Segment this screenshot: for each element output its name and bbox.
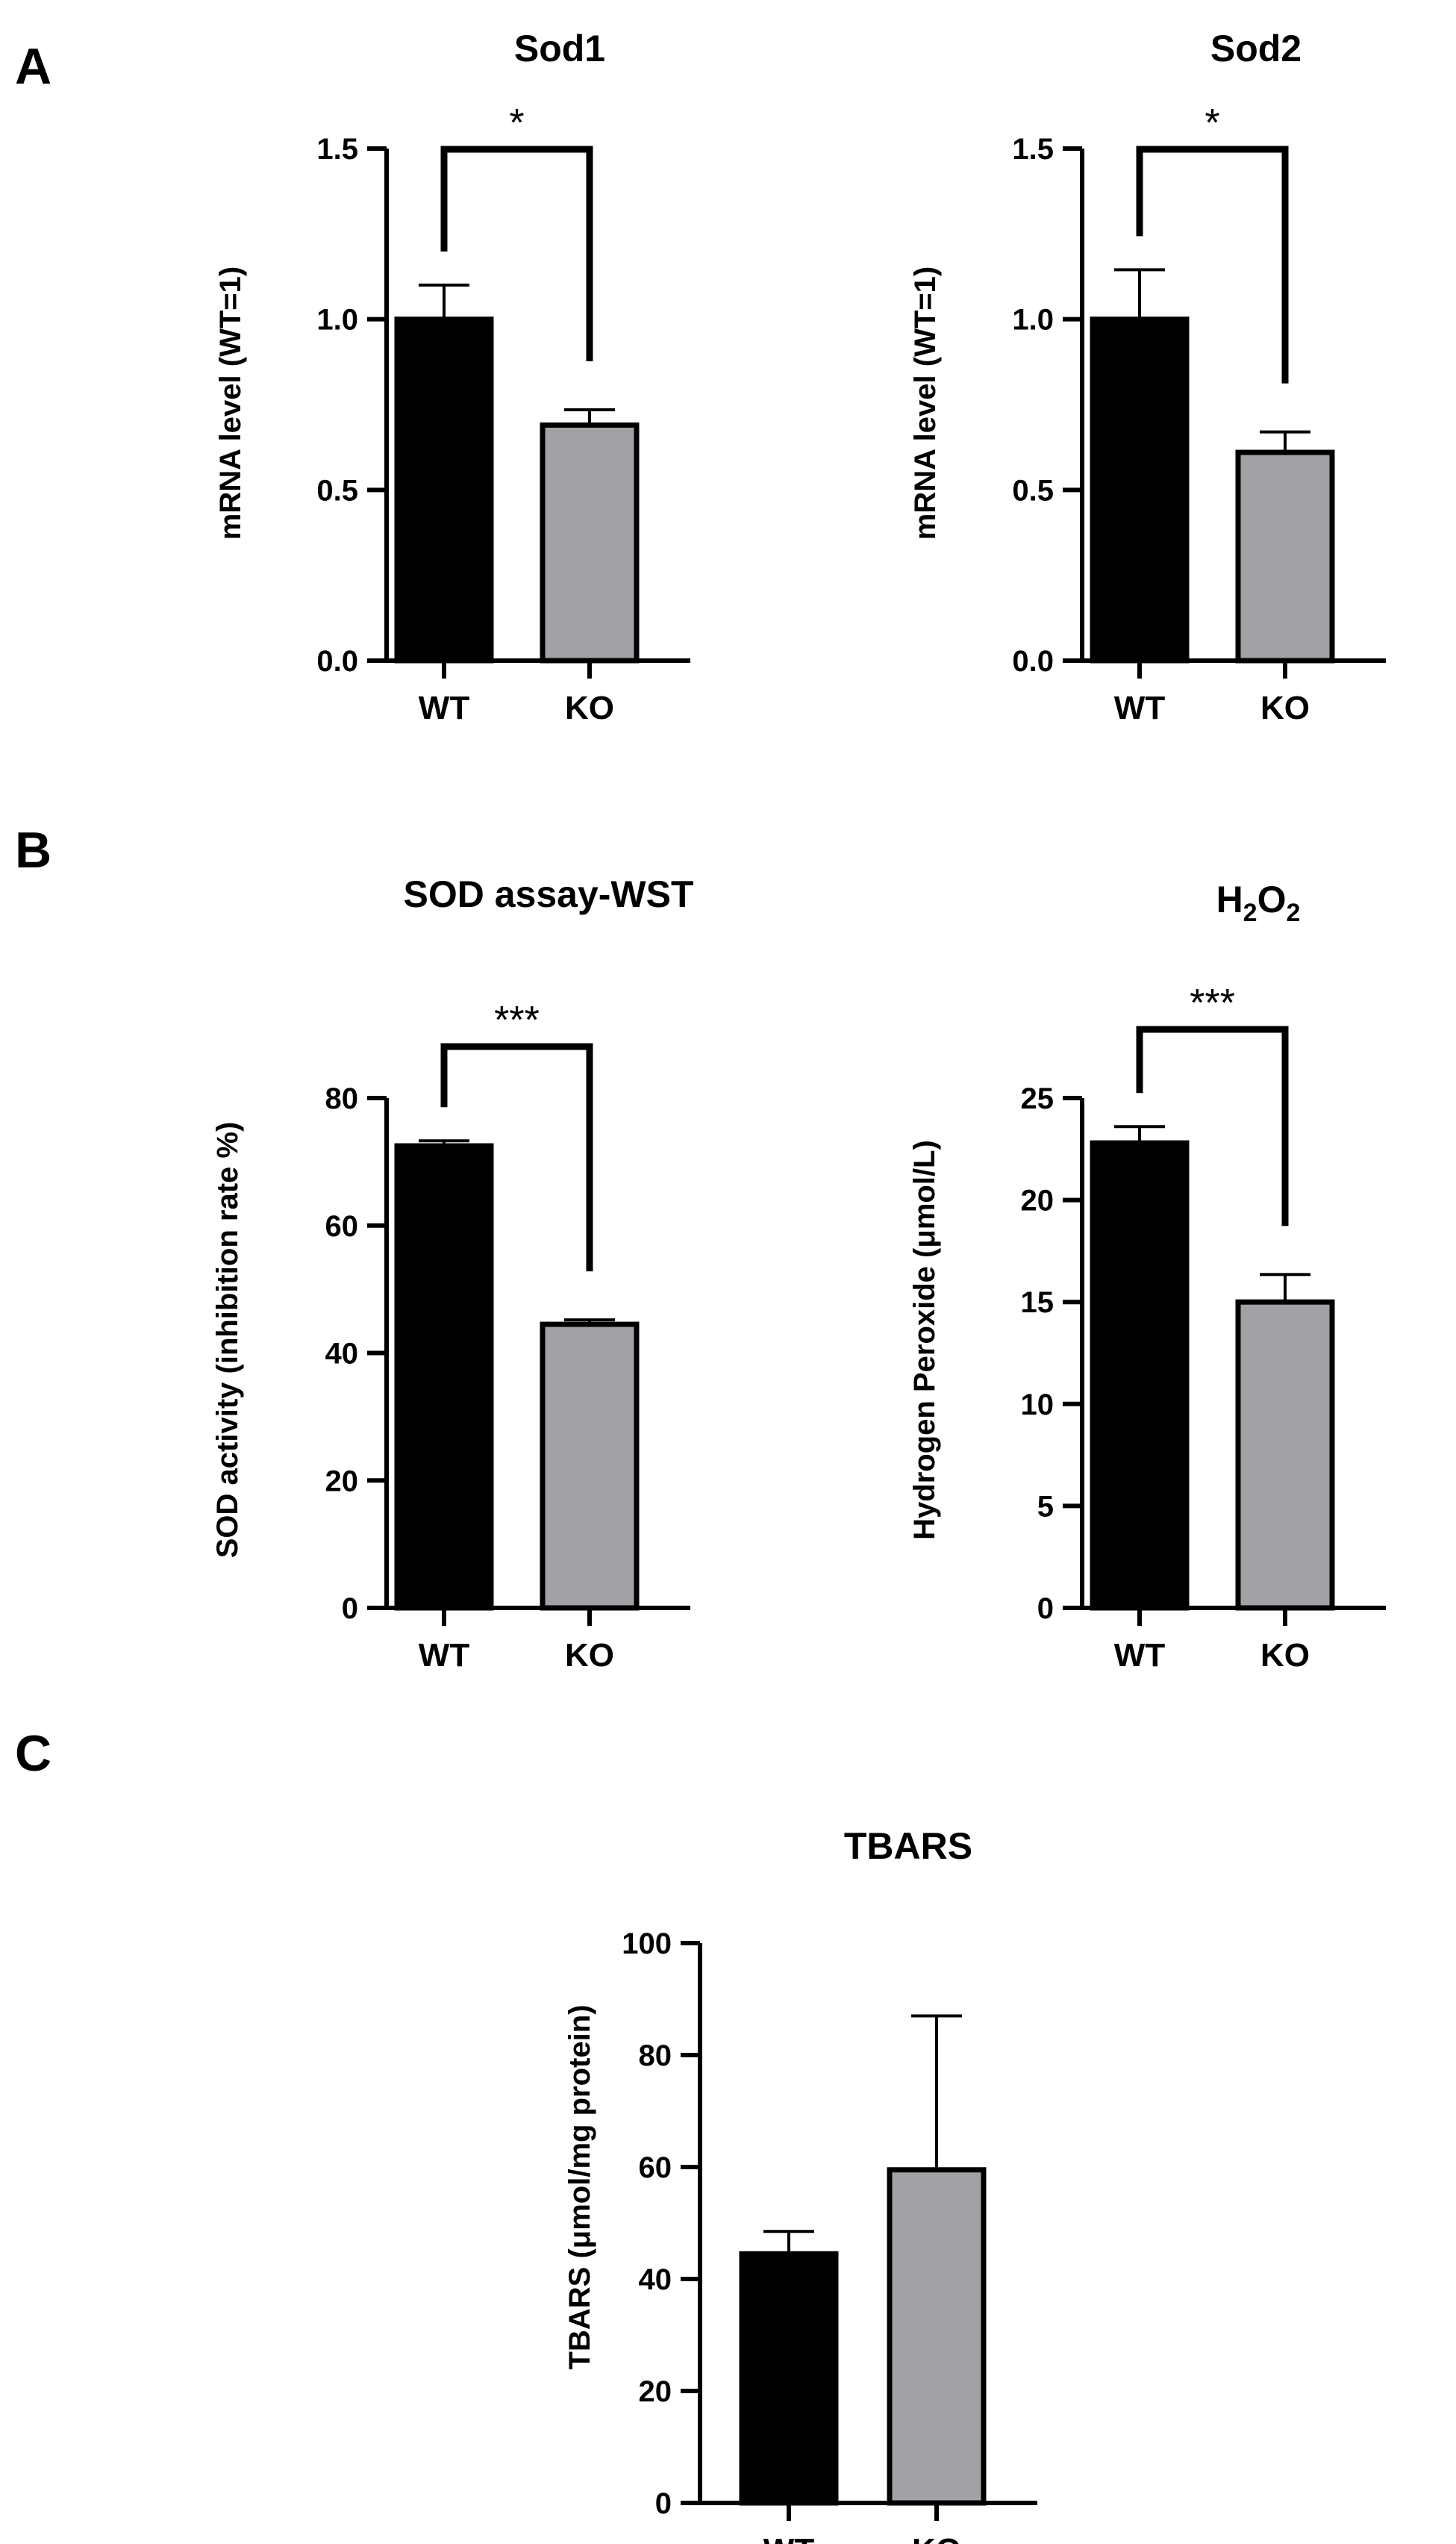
chart-title: SOD assay-WST (403, 873, 693, 915)
y-tick-label: 60 (325, 1210, 359, 1243)
y-tick-label: 5 (1037, 1490, 1054, 1523)
bar-wt (394, 1143, 494, 1611)
y-tick-label: 100 (622, 1927, 672, 1960)
plot-area: 0.0 0.5 1.0 1.5 WT KO * (316, 102, 690, 726)
y-axis-label: mRNA level (WT=1) (909, 266, 942, 540)
bar-wt (739, 2251, 839, 2506)
significance-bracket (1136, 146, 1289, 384)
significance-bracket (440, 146, 593, 361)
x-tick-label: KO (565, 690, 614, 726)
plot-area: 0 5 10 15 20 25 WT KO *** (1021, 982, 1386, 1674)
y-tick-label: 0 (655, 2487, 672, 2520)
x-tick-label: WT (763, 2532, 815, 2544)
y-tick-label: 25 (1021, 1082, 1054, 1115)
significance-bracket (1136, 1026, 1289, 1226)
y-tick-label: 20 (325, 1465, 359, 1497)
y-axis-label: SOD activity (inhibition rate %) (211, 1122, 244, 1559)
y-tick-label: 0.5 (1012, 474, 1054, 507)
significance-label: * (1205, 102, 1219, 145)
bar-wt (394, 317, 494, 664)
chart-sod-assay: SOD assay-WST SOD activity (inhibition r… (211, 873, 694, 1674)
y-tick-label: 15 (1021, 1286, 1054, 1319)
y-tick-label: 80 (639, 2039, 672, 2072)
bar-ko (1235, 1299, 1335, 1611)
y-tick-label: 1.5 (316, 133, 358, 166)
bar-ko (1235, 449, 1335, 664)
y-axis-label: Hydrogen Peroxide (μmol/L) (908, 1140, 941, 1540)
chart-title: TBARS (844, 1825, 972, 1867)
x-tick-label: KO (912, 2532, 961, 2544)
bar-ko (887, 2167, 987, 2506)
bar-wt (1090, 317, 1190, 664)
y-tick-label: 10 (1021, 1388, 1054, 1421)
x-tick-label: WT (1114, 690, 1166, 726)
y-tick-label: 40 (325, 1338, 359, 1371)
y-tick-label: 60 (639, 2151, 672, 2184)
significance-label: *** (1190, 982, 1235, 1025)
y-tick-label: 20 (1021, 1185, 1054, 1218)
chart-title: H2O2 (1216, 879, 1301, 927)
bar-ko (540, 422, 640, 664)
y-tick-label: 0.0 (316, 645, 358, 678)
y-tick-label: 1.5 (1012, 133, 1054, 166)
title-subscript: 2 (1287, 899, 1301, 927)
chart-tbars: TBARS TBARS (μmol/mg protein) 0 20 40 60 80 1… (563, 1825, 1037, 2544)
panel-label-b: B (15, 822, 51, 879)
chart-title: Sod1 (514, 28, 605, 69)
title-o: O (1257, 879, 1287, 920)
significance-label: *** (494, 999, 540, 1042)
plot-area: 0 20 40 60 80 100 WT KO (622, 1927, 1037, 2544)
significance-label: * (509, 102, 524, 145)
bar-ko (540, 1321, 640, 1611)
plot-area: 0 20 40 60 80 WT KO *** (325, 999, 690, 1674)
chart-title: Sod2 (1210, 28, 1302, 69)
x-tick-label: WT (419, 1637, 470, 1674)
y-tick-label: 1.0 (316, 304, 358, 337)
y-tick-label: 40 (639, 2263, 672, 2296)
chart-sod1: Sod1 mRNA level (WT=1) 0.0 0.5 1.0 1.5 WT KO * (214, 28, 690, 726)
y-tick-label: 1.0 (1012, 304, 1054, 337)
panel-label-a: A (15, 38, 51, 95)
chart-sod2: Sod2 mRNA level (WT=1) 0.0 0.5 1.0 1.5 WT KO * (909, 28, 1386, 726)
y-tick-label: 0 (1037, 1592, 1054, 1625)
chart-h2o2: H2O2 Hydrogen Peroxide (μmol/L) 05101520… (908, 879, 1386, 1674)
bar-wt (1090, 1140, 1190, 1611)
significance-bracket (440, 1043, 593, 1272)
x-tick-label: KO (1260, 690, 1310, 726)
plot-area: 0.0 0.5 1.0 1.5 WT KO * (1012, 102, 1386, 726)
x-tick-label: KO (565, 1637, 614, 1674)
y-tick-label: 20 (639, 2375, 672, 2408)
panel-label-c: C (15, 1725, 51, 1782)
y-tick-label: 0.5 (316, 474, 358, 507)
y-tick-label: 0 (342, 1592, 358, 1625)
y-tick-label: 80 (325, 1082, 359, 1115)
x-tick-label: KO (1260, 1637, 1310, 1674)
x-tick-label: WT (1114, 1637, 1166, 1674)
x-tick-label: WT (419, 690, 470, 726)
y-axis-label: TBARS (μmol/mg protein) (563, 2005, 596, 2370)
title-h: H (1216, 879, 1243, 920)
title-subscript: 2 (1243, 899, 1257, 927)
y-tick-label: 0.0 (1012, 645, 1054, 678)
y-axis-label: mRNA level (WT=1) (214, 266, 247, 540)
